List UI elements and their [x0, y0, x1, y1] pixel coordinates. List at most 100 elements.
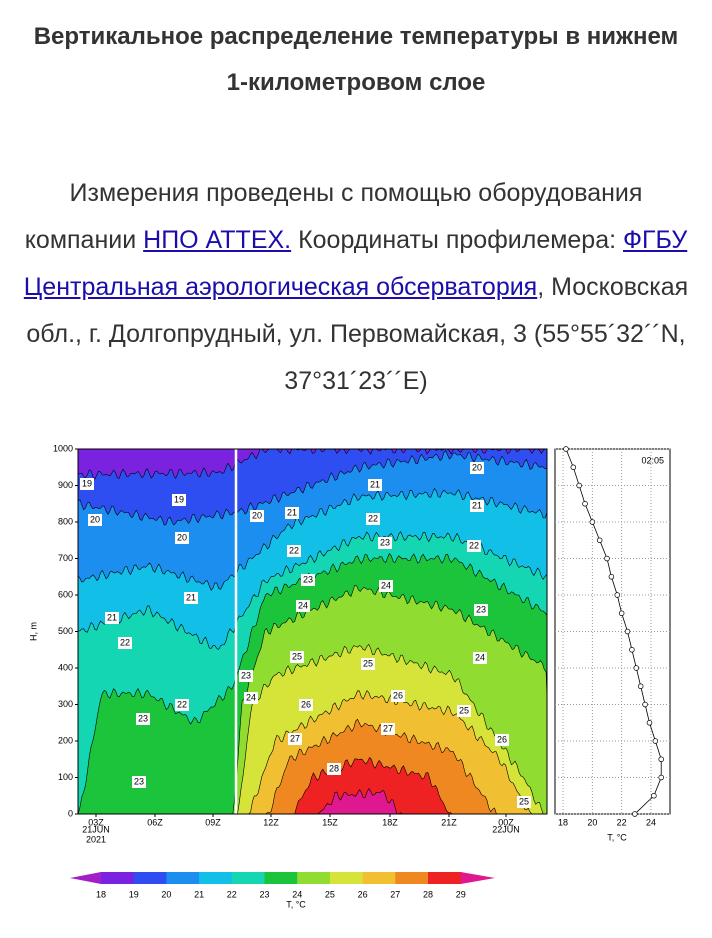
colorbar-segment	[395, 872, 429, 884]
contour-label: 20	[90, 514, 100, 524]
figure: 0 100 200 300 400 500 600 700 800 900 1000 H, m 03Z 0…	[28, 443, 671, 909]
contour-label: 20	[177, 532, 187, 542]
colorbar-segment	[362, 872, 396, 884]
profile-point	[614, 592, 621, 598]
contour-label: 25	[292, 651, 302, 661]
y-tick-label: 0	[68, 808, 73, 818]
contour-label-box	[184, 592, 198, 604]
colorbar-label: T, °C	[286, 899, 306, 909]
colorbar-tick-label: 18	[96, 889, 106, 899]
contour-label-box	[290, 651, 304, 663]
text: Координаты профилемера:	[291, 226, 624, 254]
contour-label: 23	[241, 670, 251, 680]
x-tick-label: 20	[587, 817, 597, 827]
contour-label-box	[327, 763, 341, 775]
link[interactable]: ФГБУ Центральная аэрологическая обсерват…	[23, 226, 688, 301]
contour-label: 27	[383, 723, 393, 733]
text: , Московская обл., г. Долгопрудный, ул. …	[26, 273, 689, 395]
x-tick-label: 03Z	[88, 817, 104, 827]
contour-label-box	[88, 514, 102, 526]
colorbar-segment	[329, 872, 364, 884]
y-tick-label: 800	[58, 516, 73, 526]
colorbar-segment	[428, 872, 462, 884]
colorbar-segment	[231, 872, 265, 884]
contour-label-box	[470, 500, 484, 512]
profile-point	[629, 647, 635, 653]
contour-label-box	[361, 658, 375, 670]
contour-label: 20	[252, 510, 262, 520]
colorbar-segment	[133, 872, 167, 884]
profile-point	[652, 738, 659, 744]
contour-label: 19	[174, 494, 184, 504]
y-tick-label: 1000	[53, 443, 73, 453]
contour-label: 26	[393, 690, 403, 700]
contour-label: 21	[472, 500, 482, 510]
colorbar-tick-label: 19	[129, 889, 139, 899]
contour-label-box	[517, 796, 531, 808]
contour-label: 26	[497, 734, 507, 744]
colorbar-tick-label: 21	[194, 889, 204, 899]
contour-label-box	[172, 494, 186, 506]
link[interactable]: НПО АТТЕХ.	[143, 226, 292, 254]
contour-label-box	[366, 513, 380, 525]
contour-label-box	[80, 478, 94, 490]
profile-point	[624, 628, 631, 635]
x-tick-label: 22	[617, 817, 627, 827]
contour-label: 25	[519, 796, 529, 806]
contour-label: 21	[370, 479, 380, 489]
profile-point	[582, 500, 588, 507]
contour-label-box	[118, 637, 132, 649]
contour-label-box	[244, 692, 258, 704]
contour-label-box	[288, 733, 302, 745]
profile-point	[608, 574, 615, 580]
y-tick-label: 700	[58, 553, 73, 563]
profile-point	[658, 756, 664, 763]
contour-band	[312, 788, 407, 815]
contour-label-box	[457, 705, 471, 717]
x-tick-label: 00Z	[498, 817, 514, 827]
profile-point	[646, 720, 653, 726]
profile-point	[563, 446, 569, 452]
contour-label-box	[239, 670, 253, 682]
contour-label: 22	[120, 637, 130, 647]
colorbar-tick-label: 20	[161, 889, 171, 899]
colorbar-tick-label: 24	[292, 889, 302, 899]
contour-label-box	[474, 604, 488, 616]
x-tick-label: 06Z	[147, 817, 163, 827]
profile-point	[604, 555, 610, 562]
x-tick-label: 15Z	[322, 817, 338, 827]
colorbar-end	[460, 872, 495, 884]
contour-label: 21	[287, 507, 297, 517]
profile-point	[589, 519, 596, 525]
date-label: 21JUN	[82, 824, 110, 834]
contour-label: 26	[301, 699, 311, 709]
colorbar-segment	[199, 872, 233, 884]
colorbar-tick-label: 23	[259, 889, 269, 899]
contour-label: 20	[472, 462, 482, 472]
contour-label-box	[467, 540, 481, 552]
y-tick-label: 500	[58, 626, 73, 636]
colorbar-tick-label: 29	[456, 889, 466, 899]
contour-label-box	[495, 734, 509, 746]
colorbar-tick-label: 22	[227, 889, 237, 899]
contour-label: 23	[380, 537, 390, 547]
contour-label: 25	[363, 658, 373, 668]
contour-label: 24	[246, 692, 256, 702]
x-tick-label: 21Z	[441, 817, 457, 827]
contour-label-box	[368, 479, 382, 491]
colorbar-segment	[166, 872, 200, 884]
contour-label: 28	[329, 763, 339, 773]
contour-label-box	[250, 510, 264, 522]
colorbar-segment	[101, 872, 135, 884]
y-tick-label: 100	[58, 772, 73, 782]
colorbar-segment	[297, 872, 331, 884]
contour-label: 24	[381, 580, 391, 590]
profile-point	[633, 665, 640, 671]
colorbar-segment	[264, 872, 298, 884]
contour-label: 23	[138, 713, 148, 723]
colorbar-tick-label: 27	[390, 889, 400, 899]
contour-label: 22	[177, 699, 187, 709]
contour-label: 27	[290, 733, 300, 743]
contour-label-box	[391, 690, 405, 702]
contour-label: 22	[289, 545, 299, 555]
